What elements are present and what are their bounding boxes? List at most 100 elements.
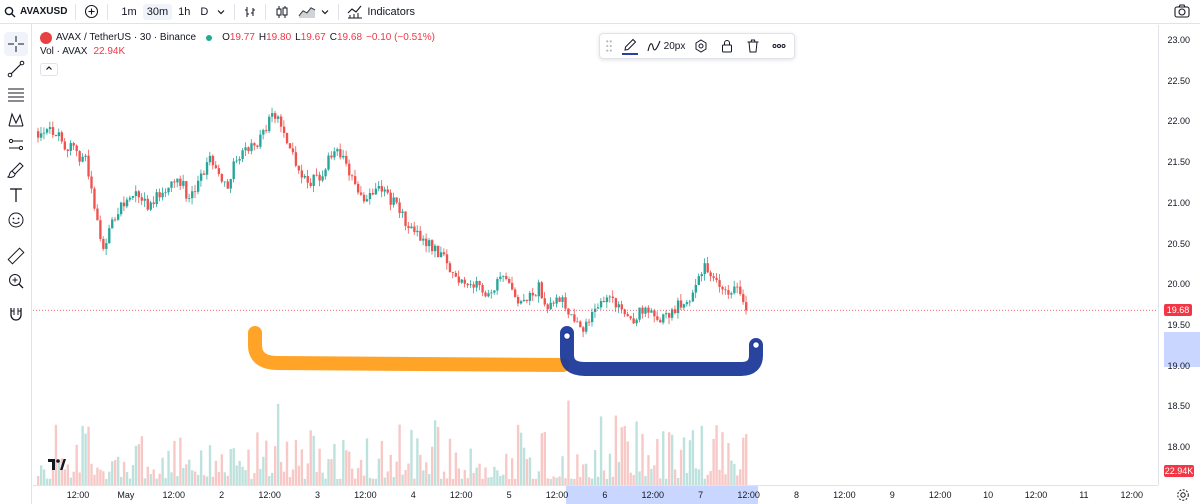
volume-bar xyxy=(739,469,742,485)
volume-bar xyxy=(321,472,324,485)
volume-bar xyxy=(439,478,443,485)
candles-button[interactable] xyxy=(270,0,294,24)
volume-bar xyxy=(602,470,606,485)
time-axis[interactable]: 12:00 May 12:00 2 12:00 3 12:00 4 12:00 5 12:00 6 12… xyxy=(33,485,1158,504)
magnet-tool[interactable] xyxy=(4,302,28,326)
selection-time-band xyxy=(566,486,758,504)
prediction-tool[interactable] xyxy=(4,133,28,157)
candle-body xyxy=(282,126,286,133)
delete-drawing-button[interactable] xyxy=(740,33,766,59)
area-chart-button[interactable] xyxy=(294,0,334,24)
candle-body xyxy=(590,311,594,323)
volume-bar xyxy=(279,461,283,485)
volume-bar xyxy=(647,455,650,485)
volume-bar xyxy=(549,478,552,485)
candle-body xyxy=(436,245,440,258)
bar-style-icon xyxy=(245,6,256,17)
emoji-tool[interactable] xyxy=(4,208,28,232)
screenshot-button[interactable] xyxy=(1174,4,1190,22)
chart-settings-button[interactable] xyxy=(1176,488,1190,502)
candle-body xyxy=(528,292,532,301)
candle-body xyxy=(122,202,126,207)
chevron-down-icon[interactable] xyxy=(320,7,330,17)
candle-body xyxy=(374,188,378,195)
volume-bar xyxy=(546,478,549,485)
symbol-search[interactable]: AVAXUSD xyxy=(0,0,71,24)
candle-body xyxy=(555,297,558,304)
volume-bar xyxy=(691,430,695,485)
crosshair-tool[interactable] xyxy=(4,32,28,56)
volume-legend-row[interactable]: Vol · AVAX 22.94K xyxy=(40,45,439,59)
brush-tool[interactable] xyxy=(4,158,28,182)
line-color-button[interactable] xyxy=(616,33,644,59)
candle-body xyxy=(199,173,203,181)
candle-body xyxy=(324,169,327,177)
volume-bar xyxy=(513,478,517,485)
volume-bar xyxy=(703,478,706,485)
candle-body xyxy=(682,304,686,308)
volume-bar xyxy=(721,432,724,485)
interval-1m[interactable]: 1m xyxy=(121,5,137,18)
zoom-tool[interactable] xyxy=(4,269,28,293)
candle-body xyxy=(626,314,629,317)
candle-body xyxy=(552,302,555,304)
candle-body xyxy=(718,280,721,287)
line-width-button[interactable]: 20px xyxy=(644,33,688,59)
volume-bar xyxy=(229,448,232,485)
chevron-down-icon[interactable] xyxy=(216,7,226,17)
candle-body xyxy=(715,277,718,281)
candle-body xyxy=(665,313,668,315)
candle-body xyxy=(703,263,706,275)
candle-body xyxy=(508,279,511,283)
volume-bar xyxy=(505,453,508,485)
price-chart[interactable] xyxy=(33,25,1158,485)
price-tick-label: 22.00 xyxy=(1167,116,1190,127)
volume-bar xyxy=(116,456,120,485)
fib-tool[interactable] xyxy=(4,82,28,106)
candle-body xyxy=(84,155,87,157)
candle-body xyxy=(451,272,455,274)
candle-body xyxy=(140,197,144,201)
indicators-button[interactable]: Indicators xyxy=(343,0,419,24)
ruler-tool[interactable] xyxy=(4,244,28,268)
bar-style-button[interactable] xyxy=(239,0,261,24)
volume-bar xyxy=(508,478,511,485)
candle-body xyxy=(466,283,469,286)
volume-bar xyxy=(220,454,224,485)
volume-bar xyxy=(226,475,229,485)
chart-pane[interactable] xyxy=(33,25,1158,485)
lock-drawing-button[interactable] xyxy=(714,33,740,59)
volume-bar xyxy=(253,473,256,485)
candle-body xyxy=(496,279,499,291)
volume-bar xyxy=(579,476,582,485)
interval-30m[interactable]: 30m xyxy=(142,3,173,20)
candle-body xyxy=(309,182,312,186)
pencil-icon xyxy=(624,38,637,51)
compare-button[interactable] xyxy=(80,0,103,24)
pattern-tool[interactable] xyxy=(4,108,28,132)
candle-body xyxy=(460,279,463,283)
drawing-settings-button[interactable] xyxy=(688,33,714,59)
volume-bar xyxy=(460,478,463,485)
volume-bar xyxy=(66,464,69,485)
text-tool[interactable] xyxy=(4,183,28,207)
divider xyxy=(338,3,340,20)
candle-body xyxy=(493,290,496,293)
collapse-legend-button[interactable] xyxy=(40,63,58,76)
price-axis[interactable]: 23.00 22.50 22.00 21.50 21.00 20.50 20.00 19.50… xyxy=(1158,25,1200,485)
volume-bar xyxy=(599,416,603,485)
candle-body xyxy=(291,148,295,153)
close-label: C xyxy=(329,32,337,43)
trend-line-tool[interactable] xyxy=(4,57,28,81)
volume-bar xyxy=(413,478,416,485)
interval-1h[interactable]: 1h xyxy=(178,5,191,18)
candle-body xyxy=(211,155,215,166)
more-options-button[interactable] xyxy=(766,33,792,59)
candle-body xyxy=(469,284,472,286)
drag-handle[interactable] xyxy=(602,33,616,59)
interval-d[interactable]: D xyxy=(200,5,209,18)
tradingview-logo[interactable] xyxy=(48,458,66,473)
symbol-title: AVAX / TetherUS · 30 · Binance xyxy=(56,32,197,43)
candle-body xyxy=(158,192,161,198)
